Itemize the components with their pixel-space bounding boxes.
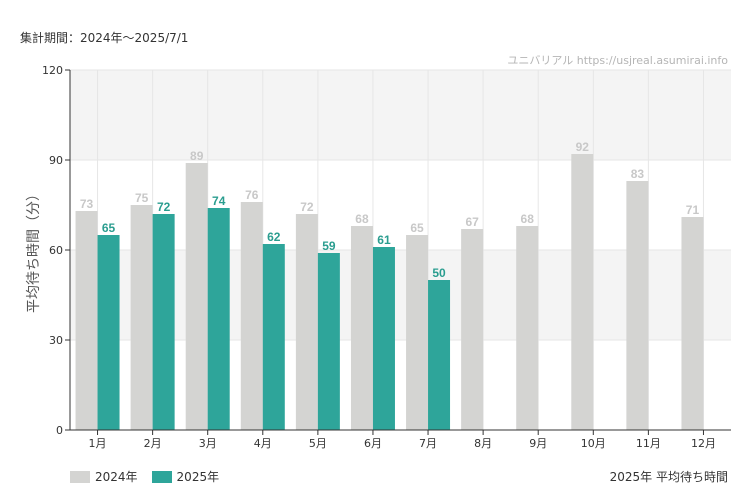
- y-tick-label: 90: [49, 154, 63, 167]
- x-tick-label: 10月: [581, 437, 606, 450]
- x-tick-label: 11月: [636, 437, 661, 450]
- bars: [75, 154, 704, 430]
- bar-2025: [428, 280, 451, 430]
- value-label: 65: [410, 221, 424, 235]
- x-tick-label: 4月: [254, 437, 272, 450]
- value-label: 61: [377, 233, 391, 247]
- value-labels: 73 75 89 76 72 68 65 67 68 92 83 71 65 72 74 62 59 61 50: [80, 140, 700, 280]
- bar-2024: [571, 154, 594, 430]
- x-tick-label: 2月: [144, 437, 162, 450]
- legend-swatch-2025: [151, 470, 172, 483]
- x-tick-label: 3月: [199, 437, 217, 450]
- y-tick-label: 120: [42, 64, 63, 77]
- bar-2024: [185, 163, 208, 430]
- bar-2025: [207, 208, 230, 430]
- plot-band: [70, 250, 731, 340]
- value-label: 74: [212, 194, 226, 208]
- bar-2025: [97, 235, 120, 430]
- value-label: 67: [465, 215, 479, 229]
- legend-item-2025[interactable]: 2025年: [151, 468, 220, 485]
- value-label: 59: [322, 239, 336, 253]
- legend: 2024年 2025年: [70, 468, 233, 485]
- x-tick-label: 8月: [474, 437, 492, 450]
- bar-2025: [262, 244, 285, 430]
- value-label: 75: [135, 191, 149, 205]
- value-label: 68: [355, 212, 369, 226]
- legend-label-2024: 2024年: [95, 470, 138, 484]
- plot-background: [70, 70, 731, 430]
- value-label: 73: [80, 197, 94, 211]
- value-label: 89: [190, 149, 204, 163]
- bar-2024: [681, 217, 704, 430]
- value-label: 72: [300, 200, 314, 214]
- y-tick-label: 30: [49, 334, 63, 347]
- value-label: 65: [102, 221, 116, 235]
- legend-label-2025: 2025年: [176, 470, 220, 484]
- legend-item-2024[interactable]: 2024年: [70, 468, 138, 485]
- value-label: 76: [245, 188, 259, 202]
- bar-2024: [516, 226, 539, 430]
- bar-2024: [350, 226, 373, 430]
- footer-title: 2025年 平均待ち時間: [609, 470, 728, 484]
- value-label: 83: [631, 167, 645, 181]
- plot-band: [70, 160, 731, 250]
- bar-2025: [372, 247, 395, 430]
- bar-2024: [240, 202, 263, 430]
- bar-2025: [152, 214, 175, 430]
- plot-band: [70, 340, 731, 430]
- source-label: ユニバリアル https://usjreal.asumirai.info: [507, 54, 728, 67]
- bar-2024: [295, 214, 318, 430]
- x-tick-label: 6月: [364, 437, 382, 450]
- period-label: 集計期間：2024年～2025/7/1: [20, 31, 189, 45]
- value-label: 50: [432, 266, 446, 280]
- bar-2024: [461, 229, 484, 430]
- value-label: 62: [267, 230, 281, 244]
- x-tick-label: 7月: [419, 437, 437, 450]
- x-tick-label: 9月: [529, 437, 547, 450]
- bar-2024: [75, 211, 98, 430]
- value-label: 68: [521, 212, 535, 226]
- x-tick-label: 12月: [691, 437, 716, 450]
- value-label: 71: [686, 203, 700, 217]
- bar-2025: [317, 253, 340, 430]
- x-tick-label: 1月: [89, 437, 107, 450]
- y-tick-label: 0: [56, 424, 63, 437]
- value-label: 92: [576, 140, 590, 154]
- bar-2024: [406, 235, 429, 430]
- y-ticks: 0 30 60 90 120: [42, 64, 70, 437]
- x-tick-label: 5月: [309, 437, 327, 450]
- bar-2024: [130, 205, 153, 430]
- plot-band: [70, 70, 731, 160]
- y-tick-label: 60: [49, 244, 63, 257]
- legend-swatch-2024: [70, 470, 90, 483]
- bar-2024: [626, 181, 649, 430]
- value-label: 72: [157, 200, 171, 214]
- x-ticks: 1月 2月 3月 4月 5月 6月 7月 8月 9月 10月 11月 12月: [89, 430, 716, 450]
